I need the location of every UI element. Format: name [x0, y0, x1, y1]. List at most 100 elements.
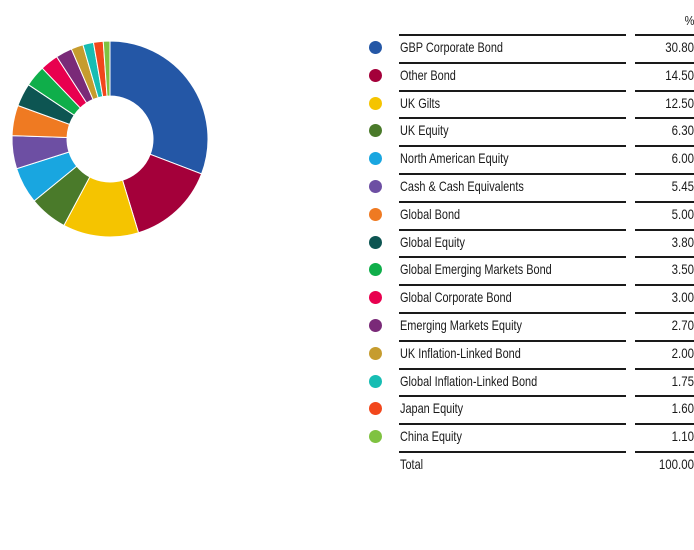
legend-value: 6.30: [671, 122, 694, 139]
legend-label: GBP Corporate Bond: [400, 39, 503, 55]
legend-value: 1.75: [671, 372, 694, 389]
legend-color-dot: [369, 374, 382, 388]
legend-row: Global Corporate Bond 3.00: [0, 284, 694, 312]
value-rule: [635, 312, 694, 314]
label-rule: [399, 34, 626, 36]
legend-label: North American Equity: [400, 150, 509, 167]
legend-row: UK Gilts 12.50: [0, 89, 694, 118]
legend-row: Other Bond 14.50: [0, 61, 694, 90]
label-rule: [399, 395, 626, 398]
legend-total-row: Total 100.00: [0, 451, 694, 479]
legend-color-dot: [369, 430, 382, 444]
legend-label: UK Gilts: [400, 94, 441, 111]
legend-label: UK Equity: [400, 122, 449, 139]
label-rule: [399, 312, 626, 314]
label-rule: [399, 367, 626, 370]
legend-color-dot: [369, 291, 382, 305]
legend-label: UK Inflation-Linked Bond: [400, 344, 521, 361]
legend-label: Global Inflation-Linked Bond: [400, 372, 538, 389]
legend-row: UK Equity 6.30: [0, 117, 694, 145]
label-rule: [399, 173, 626, 175]
legend-label: Other Bond: [400, 66, 456, 83]
legend-value: 14.50: [665, 66, 694, 83]
total-value: 100.00: [658, 456, 694, 472]
legend-value: 2.00: [671, 344, 694, 361]
legend-row: Global Emerging Markets Bond 3.50: [0, 256, 694, 284]
legend-color-dot: [369, 346, 382, 360]
label-rule: [399, 256, 626, 259]
legend-color-dot: [369, 235, 382, 249]
legend-row: Emerging Markets Equity 2.70: [0, 312, 694, 340]
legend-value: 6.00: [671, 150, 694, 167]
legend-label: Global Corporate Bond: [400, 289, 512, 306]
legend-value: 3.80: [671, 233, 694, 250]
value-rule: [635, 117, 694, 120]
legend-color-dot: [369, 180, 382, 193]
legend-color-dot: [369, 402, 382, 416]
legend-value: 3.00: [671, 289, 694, 306]
value-rule: [635, 61, 694, 64]
legend-row: Japan Equity 1.60: [0, 395, 694, 423]
legend-row: Global Inflation-Linked Bond 1.75: [0, 367, 694, 396]
legend-row: North American Equity 6.00: [0, 145, 694, 173]
legend-value: 2.70: [671, 317, 694, 333]
label-rule: [399, 423, 626, 426]
legend-label: Cash & Cash Equivalents: [400, 178, 524, 194]
percent-column-header: %: [684, 13, 694, 28]
donut-slice: [102, 40, 111, 97]
legend-label: Global Emerging Markets Bond: [400, 261, 552, 278]
legend-value: 12.50: [665, 94, 694, 111]
legend-color-dot: [369, 124, 382, 138]
value-rule: [635, 228, 694, 231]
legend-color-dot: [369, 207, 382, 221]
value-rule: [635, 200, 694, 203]
legend-row: Global Equity 3.80: [0, 228, 694, 257]
label-rule: [399, 284, 626, 287]
legend-value: 5.45: [671, 178, 694, 194]
legend-value: 30.80: [665, 39, 694, 55]
total-label: Total: [400, 456, 424, 472]
legend-color-dot: [369, 263, 382, 277]
legend-value: 3.50: [671, 261, 694, 278]
value-rule: [635, 173, 694, 175]
legend-label: Emerging Markets Equity: [400, 317, 522, 333]
legend-row: GBP Corporate Bond 30.80: [0, 34, 694, 62]
legend-value: 5.00: [671, 205, 694, 222]
legend-color-dot: [369, 96, 382, 110]
legend-label: Global Equity: [400, 233, 465, 250]
legend-color-dot: [369, 68, 382, 82]
legend-row: UK Inflation-Linked Bond 2.00: [0, 339, 694, 368]
label-rule: [399, 339, 626, 342]
label-rule: [399, 200, 626, 203]
legend-value: 1.10: [671, 428, 694, 445]
label-rule: [399, 228, 626, 231]
label-rule: [399, 145, 626, 148]
value-rule: [635, 339, 694, 342]
legend-value: 1.60: [671, 400, 694, 417]
value-rule: [635, 451, 694, 453]
label-rule: [399, 61, 626, 64]
label-rule: [399, 451, 626, 453]
legend-label: Global Bond: [400, 205, 461, 222]
legend-color-dot: [369, 41, 382, 54]
value-rule: [635, 284, 694, 287]
donut-slice: [109, 40, 209, 175]
label-rule: [399, 89, 626, 92]
donut-chart: [11, 40, 209, 238]
legend-color-dot: [369, 152, 382, 166]
legend-label: China Equity: [400, 428, 462, 445]
legend-row: Global Bond 5.00: [0, 200, 694, 229]
value-rule: [635, 256, 694, 259]
legend-label: Japan Equity: [400, 400, 464, 417]
legend-color-dot: [369, 319, 382, 332]
value-rule: [635, 423, 694, 426]
value-rule: [635, 89, 694, 92]
value-rule: [635, 395, 694, 398]
value-rule: [635, 367, 694, 370]
value-rule: [635, 145, 694, 148]
label-rule: [399, 117, 626, 120]
legend-row: China Equity 1.10: [0, 423, 694, 451]
value-rule: [635, 34, 694, 36]
legend-row: Cash & Cash Equivalents 5.45: [0, 173, 694, 201]
